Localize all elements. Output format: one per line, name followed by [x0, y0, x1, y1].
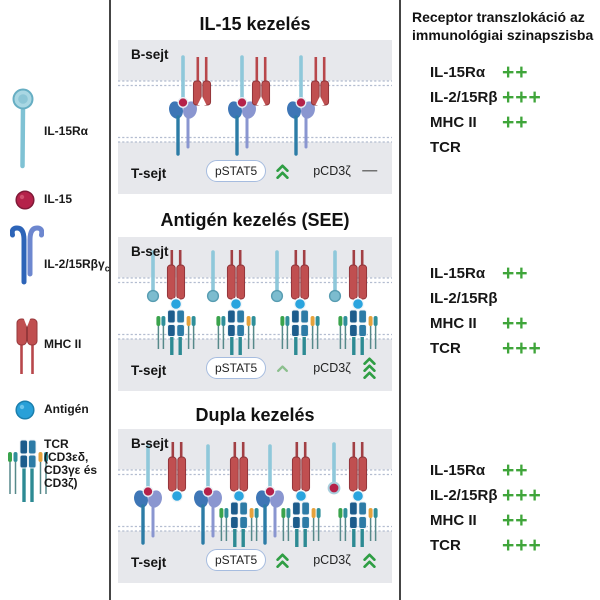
b-cell-label: B-sejt	[131, 47, 169, 62]
summary-row: MHC II ++	[430, 509, 529, 532]
summary-group-dual: IL-15Rα ++ IL-2/15Rβ +++ MHC II ++ TCR +…	[412, 458, 596, 558]
translocation-score: +++	[502, 86, 542, 109]
chevron-up-icon	[276, 163, 289, 172]
pstat5-change-marker	[273, 364, 291, 372]
column-divider-left	[109, 0, 111, 600]
pcd3z-label: pCD3ζ	[313, 553, 351, 567]
b-cell-band	[118, 237, 392, 278]
pstat5-change-marker	[273, 552, 291, 568]
panel-1-title: IL-15 kezelés	[199, 14, 311, 34]
pcd3z-label: pCD3ζ	[313, 164, 351, 178]
summary-row: IL-15Rα ++	[430, 262, 529, 285]
t-cell-label: T-sejt	[131, 555, 167, 570]
b-cell-band	[118, 429, 392, 470]
translocation-score: ++	[502, 459, 529, 482]
no-change-dash-icon: —	[362, 162, 378, 179]
column-divider-right	[399, 0, 401, 600]
summary-group-antigen: IL-15Rα ++ IL-2/15Rβ MHC II ++ TCR +++	[412, 261, 596, 361]
summary-row: IL-15Rα ++	[430, 61, 529, 84]
chevron-up-icon	[363, 559, 376, 568]
chevron-up-icon	[276, 559, 289, 568]
summary-row: MHC II ++	[430, 312, 529, 335]
summary-row: TCR +++	[430, 534, 542, 557]
b-cell-label: B-sejt	[131, 244, 169, 259]
legend-label-tcr: TCR (CD3εδ, CD3γε és CD3ζ)	[44, 437, 98, 490]
il-15-icon	[15, 190, 35, 210]
translocation-score: +++	[502, 534, 542, 557]
legend-label-il15ra: IL-15Rα	[44, 124, 89, 138]
summary-row: MHC II ++	[430, 111, 529, 134]
pstat5-change-marker	[273, 163, 291, 179]
summary-row: IL-2/15Rβ	[430, 290, 498, 307]
legend-label-mhc2: MHC II	[44, 337, 82, 351]
panel-1: B-sejt T-sejt pSTAT5 pCD3ζ —	[118, 40, 392, 194]
pcd3z-change-marker	[361, 357, 379, 379]
summary-row: IL-2/15Rβ +++	[430, 86, 542, 109]
il-15ra-icon	[12, 88, 34, 169]
antigen-icon	[15, 400, 35, 420]
pstat5-badge: pSTAT5	[206, 357, 267, 379]
panel-2-diagram	[118, 237, 392, 391]
translocation-score: ++	[502, 111, 529, 134]
chevron-up-icon	[276, 170, 289, 179]
chevron-up-icon	[363, 552, 376, 561]
legend-label-antigen: Antigén	[44, 402, 89, 416]
il-2-15rbgc-icon	[10, 225, 44, 285]
summary-title: Receptor transzlokáció az immunológiai s…	[412, 9, 594, 44]
panel-3-title: Dupla kezelés	[195, 405, 315, 425]
translocation-score: +++	[502, 337, 542, 360]
pcd3z-label: pCD3ζ	[313, 361, 351, 375]
chevron-up-icon	[276, 364, 288, 372]
pcd3z-change-marker	[361, 552, 379, 568]
chevron-up-icon	[363, 364, 376, 372]
legend-label-il15: IL-15	[44, 192, 73, 206]
translocation-score: ++	[502, 61, 529, 84]
b-cell-label: B-sejt	[131, 436, 169, 451]
chevron-up-icon	[363, 357, 376, 365]
panel-1-diagram	[118, 40, 392, 194]
panel-2-title: Antigén kezelés (SEE)	[160, 210, 350, 230]
chevron-up-icon	[276, 552, 289, 561]
panel-2-readout: pSTAT5 pCD3ζ	[206, 357, 379, 379]
panel-3-readout: pSTAT5 pCD3ζ	[206, 549, 379, 571]
t-cell-label: T-sejt	[131, 363, 167, 378]
mhc-ii-icon	[16, 318, 38, 374]
summary-row: IL-15Rα ++	[430, 459, 529, 482]
summary-row: TCR	[430, 139, 461, 156]
pstat5-badge: pSTAT5	[206, 160, 267, 182]
tcr-icon	[8, 439, 48, 502]
b-cell-band	[118, 40, 392, 81]
legend-label-il215rbgc: IL-2/15Rβγc	[44, 257, 110, 274]
pstat5-badge: pSTAT5	[206, 549, 267, 571]
summary-group-il15: IL-15Rα ++ IL-2/15Rβ +++ MHC II ++ TCR	[412, 60, 596, 160]
summary-row: TCR +++	[430, 337, 542, 360]
t-cell-label: T-sejt	[131, 166, 167, 181]
chevron-up-icon	[363, 371, 376, 379]
translocation-score: ++	[502, 262, 529, 285]
translocation-score: ++	[502, 509, 529, 532]
panel-3: B-sejt T-sejt pSTAT5 pCD3ζ	[118, 429, 392, 583]
translocation-score: ++	[502, 312, 529, 335]
summary-row: IL-2/15Rβ +++	[430, 484, 542, 507]
translocation-score: +++	[502, 484, 542, 507]
panel-1-readout: pSTAT5 pCD3ζ —	[206, 160, 379, 182]
panel-2: B-sejt T-sejt pSTAT5 pCD3ζ	[118, 237, 392, 391]
